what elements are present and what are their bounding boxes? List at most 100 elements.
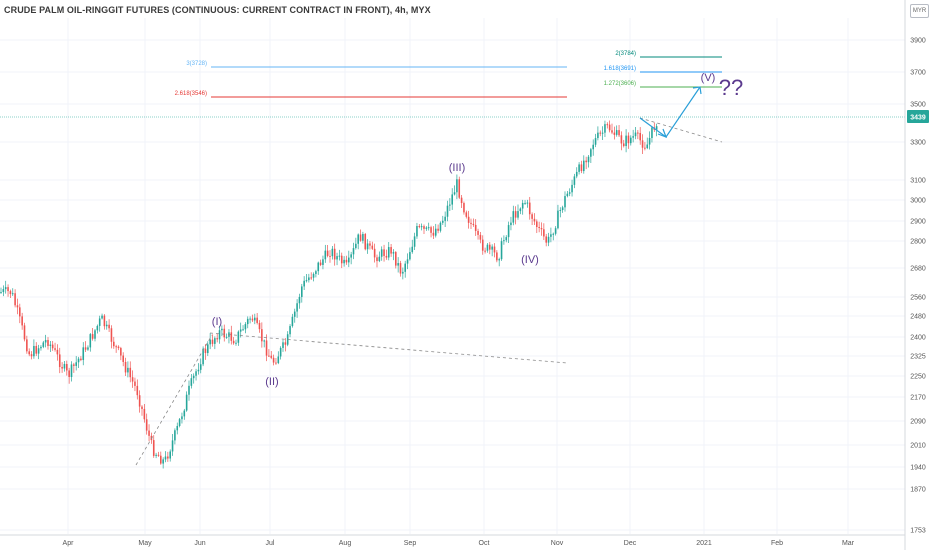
- candle-body: [651, 127, 653, 139]
- y-tick-label: 3100: [910, 178, 926, 185]
- candle-body: [564, 196, 566, 208]
- candle-body: [127, 367, 129, 373]
- candle: [364, 232, 367, 251]
- candle-body: [383, 249, 385, 256]
- candle: [51, 340, 54, 351]
- candle-body: [268, 355, 270, 357]
- fib-label-1618: 1.618(3691): [604, 66, 636, 72]
- candle: [308, 273, 310, 283]
- candle: [536, 219, 538, 234]
- candle-body: [157, 454, 160, 456]
- candle: [554, 226, 557, 236]
- candle: [239, 322, 242, 338]
- candle-body: [613, 132, 616, 135]
- candle-body: [188, 385, 190, 395]
- candle-body: [23, 325, 26, 340]
- currency-badge[interactable]: MYR: [910, 4, 929, 18]
- candle-body: [44, 340, 47, 343]
- candle: [397, 257, 399, 273]
- candle: [552, 232, 555, 241]
- candle-body: [399, 263, 402, 274]
- candle: [442, 215, 444, 225]
- candle-body: [185, 394, 188, 411]
- y-tick-label: 2090: [910, 419, 926, 426]
- candle-body: [11, 293, 14, 295]
- candle: [387, 242, 390, 261]
- candle: [463, 201, 465, 215]
- candle: [625, 129, 627, 153]
- wave-labels: (I) (II) (III) (IV) (V) ??: [212, 72, 743, 388]
- time-axis[interactable]: Apr May Jun Jul Aug Sep Oct Nov Dec 2021 Feb Mar: [0, 0, 906, 550]
- candle-body: [472, 223, 475, 225]
- candle-body: [195, 371, 197, 376]
- candle: [528, 196, 531, 220]
- candle-body: [559, 209, 562, 211]
- candle: [211, 334, 214, 347]
- candle: [310, 272, 312, 280]
- candle: [423, 224, 425, 234]
- candle-body: [75, 362, 77, 366]
- candle-body: [362, 233, 364, 241]
- price-axis[interactable]: 3900 3700 3500 3300 3100 3000 2900 2800 2680 2560…: [910, 38, 926, 535]
- candle: [164, 451, 167, 463]
- x-tick-label: Jul: [266, 540, 275, 547]
- candle-body: [122, 355, 124, 362]
- candle: [77, 356, 80, 369]
- grid-lines: [0, 18, 905, 534]
- candle-body: [340, 255, 343, 264]
- candle-body: [543, 229, 545, 237]
- candle: [157, 451, 160, 457]
- candle: [228, 329, 230, 344]
- candle: [634, 127, 637, 140]
- candle: [627, 132, 630, 149]
- candle: [434, 223, 437, 238]
- candle: [456, 174, 458, 200]
- candle-body: [42, 342, 45, 347]
- candle: [141, 405, 143, 416]
- candle-body: [585, 160, 587, 163]
- candle: [420, 223, 423, 231]
- candle: [561, 205, 564, 213]
- candle-body: [33, 345, 35, 357]
- candle: [263, 339, 265, 348]
- candle-body: [352, 248, 355, 255]
- candle-body: [113, 341, 115, 347]
- candle: [550, 227, 552, 243]
- candle: [449, 198, 451, 211]
- candle: [4, 280, 7, 294]
- candle-body: [608, 124, 611, 131]
- candle-body: [16, 305, 19, 308]
- candle-body: [148, 430, 150, 436]
- candle-body: [298, 296, 301, 304]
- candle-body: [486, 244, 489, 251]
- candle: [61, 362, 63, 373]
- candle: [383, 244, 385, 262]
- candle-body: [77, 358, 80, 363]
- candle-body: [326, 250, 329, 256]
- candle-body: [143, 408, 146, 420]
- candle: [40, 345, 42, 351]
- candle-body: [550, 234, 552, 237]
- candle-body: [632, 136, 634, 138]
- candle-body: [434, 228, 437, 236]
- candle-body: [568, 192, 571, 194]
- candle-body: [26, 339, 28, 352]
- candle-body: [505, 237, 508, 241]
- candle-body: [84, 347, 87, 350]
- candle-body: [538, 227, 540, 229]
- candle: [251, 314, 254, 322]
- candle-body: [575, 171, 578, 177]
- candle: [324, 244, 327, 263]
- candle: [242, 325, 244, 331]
- candle-body: [35, 345, 38, 354]
- candle-body: [397, 263, 399, 266]
- candle-body: [590, 149, 592, 157]
- candle: [521, 199, 524, 215]
- candle: [568, 188, 571, 197]
- candle-body: [324, 250, 327, 260]
- candle-body: [554, 228, 557, 234]
- candle-body: [190, 378, 193, 386]
- candle: [275, 357, 277, 365]
- candle-body: [176, 425, 179, 431]
